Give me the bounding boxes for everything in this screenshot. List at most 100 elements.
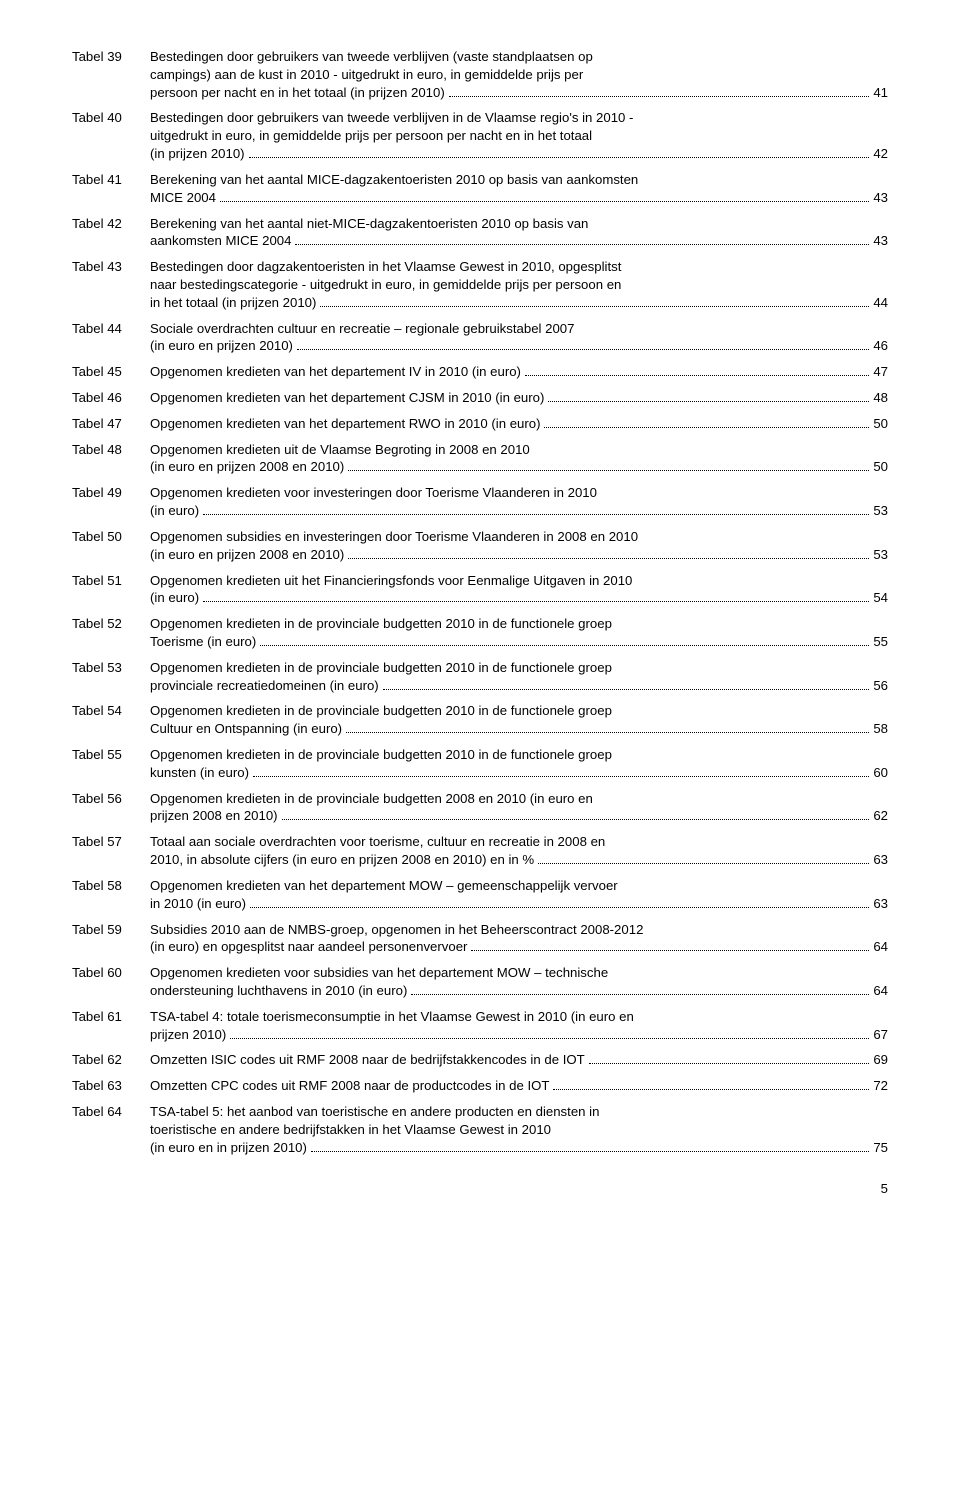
toc-entry-description: Opgenomen kredieten van het departement … bbox=[150, 877, 888, 913]
toc-entry-page: 56 bbox=[873, 677, 888, 695]
toc-entry: Tabel 42Berekening van het aantal niet-M… bbox=[72, 215, 888, 251]
toc-entry-description: Sociale overdrachten cultuur en recreati… bbox=[150, 320, 888, 356]
toc-entry-line: Opgenomen kredieten voor investeringen d… bbox=[150, 484, 888, 502]
toc-entry-last-line: kunsten (in euro)60 bbox=[150, 764, 888, 782]
toc-entry-line: Opgenomen kredieten in de provinciale bu… bbox=[150, 702, 888, 720]
toc-entry: Tabel 60Opgenomen kredieten voor subsidi… bbox=[72, 964, 888, 1000]
toc-entry-line: ondersteuning luchthavens in 2010 (in eu… bbox=[150, 982, 407, 1000]
toc-leader-dots bbox=[260, 634, 869, 646]
toc-entry-description: TSA-tabel 5: het aanbod van toeristische… bbox=[150, 1103, 888, 1156]
toc-entry-line: aankomsten MICE 2004 bbox=[150, 232, 291, 250]
toc-entry-line: (in euro) bbox=[150, 589, 199, 607]
toc-leader-dots bbox=[249, 147, 870, 159]
toc-entry: Tabel 55Opgenomen kredieten in de provin… bbox=[72, 746, 888, 782]
toc-entry-line: in 2010 (in euro) bbox=[150, 895, 246, 913]
toc-entry-description: Opgenomen subsidies en investeringen doo… bbox=[150, 528, 888, 564]
toc-leader-dots bbox=[348, 460, 869, 472]
toc-entry-line: (in prijzen 2010) bbox=[150, 145, 245, 163]
toc-entry-label: Tabel 40 bbox=[72, 109, 150, 127]
toc-entry-last-line: 2010, in absolute cijfers (in euro en pr… bbox=[150, 851, 888, 869]
toc-entry-line: Opgenomen kredieten uit het Financiering… bbox=[150, 572, 888, 590]
toc-entry-line: Sociale overdrachten cultuur en recreati… bbox=[150, 320, 888, 338]
toc-entry-label: Tabel 39 bbox=[72, 48, 150, 66]
toc-entry-label: Tabel 48 bbox=[72, 441, 150, 459]
toc-entry-label: Tabel 55 bbox=[72, 746, 150, 764]
toc-leader-dots bbox=[203, 591, 869, 603]
toc-entry-line: TSA-tabel 4: totale toerismeconsumptie i… bbox=[150, 1008, 888, 1026]
toc-entry-line: Opgenomen kredieten in de provinciale bu… bbox=[150, 615, 888, 633]
toc-leader-dots bbox=[295, 234, 869, 246]
toc-entry-page: 50 bbox=[873, 415, 888, 433]
toc-entry-page: 53 bbox=[873, 546, 888, 564]
toc-entry-description: TSA-tabel 4: totale toerismeconsumptie i… bbox=[150, 1008, 888, 1044]
toc-entry-label: Tabel 51 bbox=[72, 572, 150, 590]
toc-entry-line: (in euro) bbox=[150, 502, 199, 520]
toc-entry-label: Tabel 44 bbox=[72, 320, 150, 338]
toc-entry-last-line: Opgenomen kredieten van het departement … bbox=[150, 389, 888, 407]
toc-entry-line: 2010, in absolute cijfers (in euro en pr… bbox=[150, 851, 534, 869]
toc-entry-line: toeristische en andere bedrijfstakken in… bbox=[150, 1121, 888, 1139]
toc-entry-description: Totaal aan sociale overdrachten voor toe… bbox=[150, 833, 888, 869]
toc-entry-line: Opgenomen subsidies en investeringen doo… bbox=[150, 528, 888, 546]
toc-entry-description: Subsidies 2010 aan de NMBS-groep, opgeno… bbox=[150, 921, 888, 957]
toc-entry-label: Tabel 56 bbox=[72, 790, 150, 808]
toc-entry: Tabel 40Bestedingen door gebruikers van … bbox=[72, 109, 888, 162]
toc-entry: Tabel 52Opgenomen kredieten in de provin… bbox=[72, 615, 888, 651]
toc-entry-page: 47 bbox=[873, 363, 888, 381]
toc-entry-last-line: (in prijzen 2010) 42 bbox=[150, 145, 888, 163]
toc-entry: Tabel 46Opgenomen kredieten van het depa… bbox=[72, 389, 888, 407]
toc-entry-line: Opgenomen kredieten in de provinciale bu… bbox=[150, 790, 888, 808]
toc-entry-description: Opgenomen kredieten uit het Financiering… bbox=[150, 572, 888, 608]
toc-entry-description: Berekening van het aantal MICE-dagzakent… bbox=[150, 171, 888, 207]
toc-entry-last-line: persoon per nacht en in het totaal (in p… bbox=[150, 84, 888, 102]
toc-entry-line: Bestedingen door dagzakentoeristen in he… bbox=[150, 258, 888, 276]
toc-entry-label: Tabel 45 bbox=[72, 363, 150, 381]
toc-entry-label: Tabel 58 bbox=[72, 877, 150, 895]
toc-entry-page: 63 bbox=[873, 895, 888, 913]
toc-entry-description: Omzetten CPC codes uit RMF 2008 naar de … bbox=[150, 1077, 888, 1095]
toc-entry-line: persoon per nacht en in het totaal (in p… bbox=[150, 84, 445, 102]
toc-entry: Tabel 47Opgenomen kredieten van het depa… bbox=[72, 415, 888, 433]
toc-entry-last-line: MICE 200443 bbox=[150, 189, 888, 207]
toc-entry-line: Cultuur en Ontspanning (in euro) bbox=[150, 720, 342, 738]
toc-entry-page: 62 bbox=[873, 807, 888, 825]
toc-leader-dots bbox=[411, 983, 869, 995]
toc-entry-page: 55 bbox=[873, 633, 888, 651]
toc-entry-label: Tabel 64 bbox=[72, 1103, 150, 1121]
toc-entry-description: Opgenomen kredieten van het departement … bbox=[150, 363, 888, 381]
toc-entry-label: Tabel 52 bbox=[72, 615, 150, 633]
toc-entry-page: 54 bbox=[873, 589, 888, 607]
toc-entry-last-line: (in euro) 54 bbox=[150, 589, 888, 607]
toc-entry-page: 72 bbox=[873, 1077, 888, 1095]
toc-leader-dots bbox=[250, 896, 869, 908]
toc-entry-description: Opgenomen kredieten in de provinciale bu… bbox=[150, 790, 888, 826]
toc-entry-last-line: Omzetten CPC codes uit RMF 2008 naar de … bbox=[150, 1077, 888, 1095]
toc-entry: Tabel 59Subsidies 2010 aan de NMBS-groep… bbox=[72, 921, 888, 957]
toc-entry-line: (in euro en prijzen 2008 en 2010) bbox=[150, 458, 344, 476]
toc-entry-description: Opgenomen kredieten uit de Vlaamse Begro… bbox=[150, 441, 888, 477]
toc-entry-label: Tabel 49 bbox=[72, 484, 150, 502]
toc-entry-line: (in euro en prijzen 2008 en 2010) bbox=[150, 546, 344, 564]
toc-entry-line: Totaal aan sociale overdrachten voor toe… bbox=[150, 833, 888, 851]
toc-entry-page: 63 bbox=[873, 851, 888, 869]
toc-entry-description: Opgenomen kredieten in de provinciale bu… bbox=[150, 746, 888, 782]
toc-entry: Tabel 45Opgenomen kredieten van het depa… bbox=[72, 363, 888, 381]
toc-leader-dots bbox=[544, 416, 869, 428]
toc-entry-last-line: prijzen 2008 en 2010)62 bbox=[150, 807, 888, 825]
toc-entry-line: Omzetten CPC codes uit RMF 2008 naar de … bbox=[150, 1077, 549, 1095]
toc-entry-line: MICE 2004 bbox=[150, 189, 216, 207]
toc-entry-page: 50 bbox=[873, 458, 888, 476]
toc-entry-page: 58 bbox=[873, 720, 888, 738]
toc-entry-page: 42 bbox=[873, 145, 888, 163]
toc-entry-label: Tabel 54 bbox=[72, 702, 150, 720]
toc-entry-last-line: ondersteuning luchthavens in 2010 (in eu… bbox=[150, 982, 888, 1000]
toc-entry-last-line: (in euro en prijzen 2008 en 2010) 50 bbox=[150, 458, 888, 476]
toc-entry-page: 75 bbox=[873, 1139, 888, 1157]
toc-entry-page: 69 bbox=[873, 1051, 888, 1069]
toc-entry-description: Bestedingen door gebruikers van tweede v… bbox=[150, 109, 888, 162]
toc-entry-line: Opgenomen kredieten van het departement … bbox=[150, 877, 888, 895]
toc-leader-dots bbox=[346, 722, 869, 734]
toc-entry-line: Opgenomen kredieten uit de Vlaamse Begro… bbox=[150, 441, 888, 459]
toc-leader-dots bbox=[253, 765, 869, 777]
toc-entry-last-line: (in euro)53 bbox=[150, 502, 888, 520]
